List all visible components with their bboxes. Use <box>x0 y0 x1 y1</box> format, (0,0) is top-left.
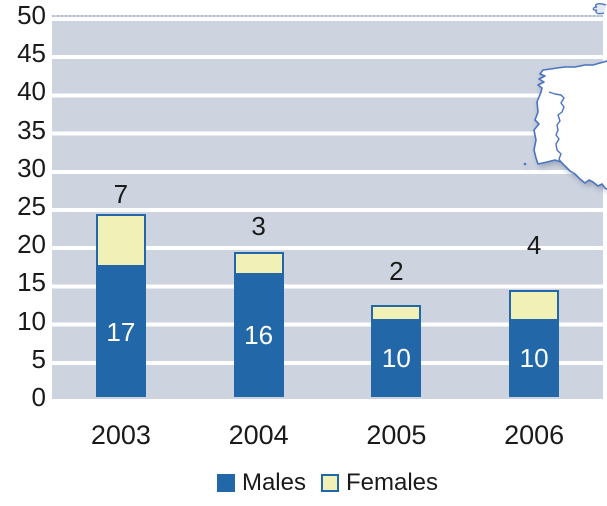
legend-item-females: Females <box>321 469 438 497</box>
portugal-spain-border <box>548 91 565 163</box>
legend-label: Males <box>241 469 306 496</box>
y-tick-label: 40 <box>17 76 46 107</box>
x-axis-label: 2006 <box>504 420 565 450</box>
y-axis: 0 5 10 15 20 25 30 35 40 45 50 <box>0 0 46 420</box>
legend-label: Females <box>346 469 439 496</box>
peninsula-outline <box>533 60 607 190</box>
y-tick-label: 25 <box>17 191 46 221</box>
bar-value-label-females: 2 <box>389 256 404 287</box>
y-tick-label: 35 <box>17 114 46 145</box>
legend-item-males: Males <box>216 469 306 497</box>
y-tick-label: 20 <box>17 229 46 260</box>
bar-segment-males: 10 <box>371 320 422 397</box>
bar-segment-males: 17 <box>95 267 146 397</box>
legend-swatch-females <box>321 474 339 492</box>
bars-layer: 17 7 16 3 10 2 10 4 <box>52 15 603 397</box>
y-tick-label: 45 <box>17 38 46 69</box>
bar-value-label-females: 3 <box>251 210 266 241</box>
legend: Males Females <box>52 467 603 499</box>
x-axis: 2003 2004 2005 2006 <box>0 420 607 454</box>
bar-segment-females <box>509 290 560 321</box>
bar-segment-females <box>371 305 422 321</box>
legend-swatch-males <box>216 474 235 492</box>
bar-segment-males: 16 <box>233 274 284 397</box>
x-axis-label: 2005 <box>366 420 427 450</box>
bar-segment-females <box>95 213 146 268</box>
y-tick-label: 50 <box>17 0 46 30</box>
y-tick-label: 5 <box>31 343 46 374</box>
bar-value-label-females: 7 <box>113 178 129 209</box>
x-axis-label: 2004 <box>228 420 289 450</box>
y-tick-label: 30 <box>17 152 46 183</box>
y-tick-label: 15 <box>17 267 46 298</box>
x-axis-label: 2003 <box>90 420 151 450</box>
iberian-peninsula-map-icon <box>505 50 607 198</box>
coastline-squiggle-icon <box>592 2 607 18</box>
y-tick-label: 0 <box>31 382 46 412</box>
bar-value-label-females: 4 <box>526 230 542 261</box>
islet-dot <box>523 162 527 166</box>
y-tick-label: 10 <box>17 305 46 336</box>
bar-segment-females <box>233 251 284 275</box>
bar-segment-males: 10 <box>509 320 560 397</box>
